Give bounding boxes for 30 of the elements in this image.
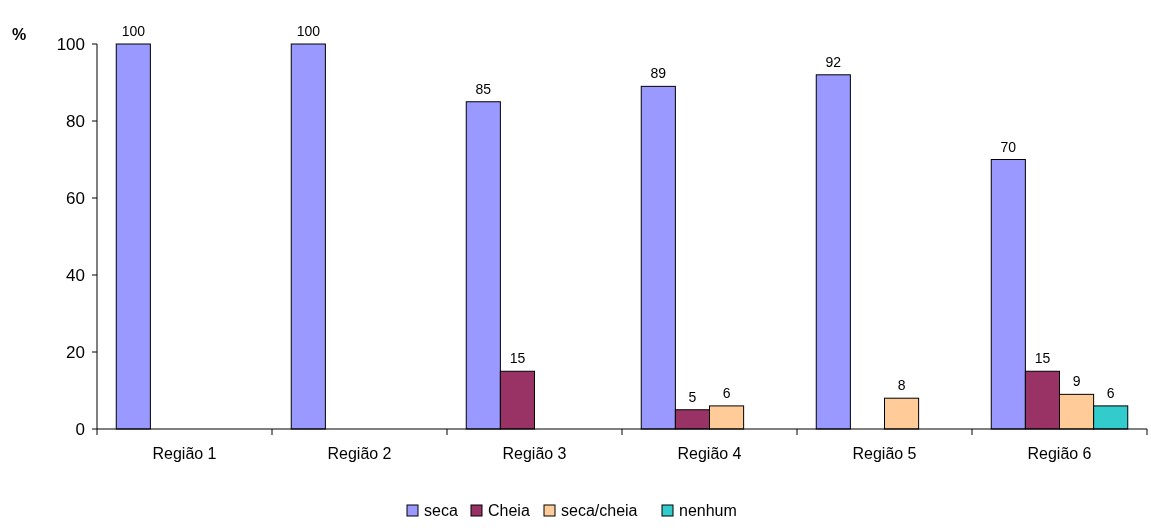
x-tick-label: Região 1 — [152, 445, 217, 462]
x-tick-label: Região 4 — [677, 445, 742, 462]
data-label: 5 — [688, 388, 697, 405]
legend-label: seca — [424, 502, 458, 519]
data-label: 8 — [897, 377, 906, 394]
y-tick-label: 0 — [75, 420, 85, 439]
data-label: 6 — [1106, 384, 1115, 401]
y-tick-label: 60 — [66, 189, 85, 208]
x-tick-label: Região 2 — [327, 445, 392, 462]
x-tick-label: Região 5 — [852, 445, 917, 462]
data-label: 70 — [1000, 138, 1017, 155]
y-axis-title: % — [12, 26, 27, 43]
y-tick-label: 80 — [66, 112, 85, 131]
data-label: 15 — [509, 350, 526, 367]
legend-label: Cheia — [488, 502, 530, 519]
data-label: 100 — [296, 23, 321, 39]
x-tick-label: Região 6 — [1027, 445, 1092, 462]
y-tick-label: 40 — [66, 266, 85, 285]
data-label: 6 — [722, 384, 731, 401]
x-tick-label: Região 3 — [502, 445, 567, 462]
data-label: 89 — [650, 65, 667, 82]
data-label: 15 — [1034, 350, 1051, 367]
data-label: 100 — [121, 23, 146, 39]
data-label: 85 — [475, 80, 492, 97]
legend-label: seca/cheia — [561, 502, 638, 519]
y-tick-label: 100 — [56, 35, 85, 54]
data-label: 9 — [1072, 373, 1081, 390]
data-label: 92 — [825, 53, 842, 70]
legend-label: nenhum — [679, 502, 737, 519]
y-tick-label: 20 — [66, 343, 85, 362]
